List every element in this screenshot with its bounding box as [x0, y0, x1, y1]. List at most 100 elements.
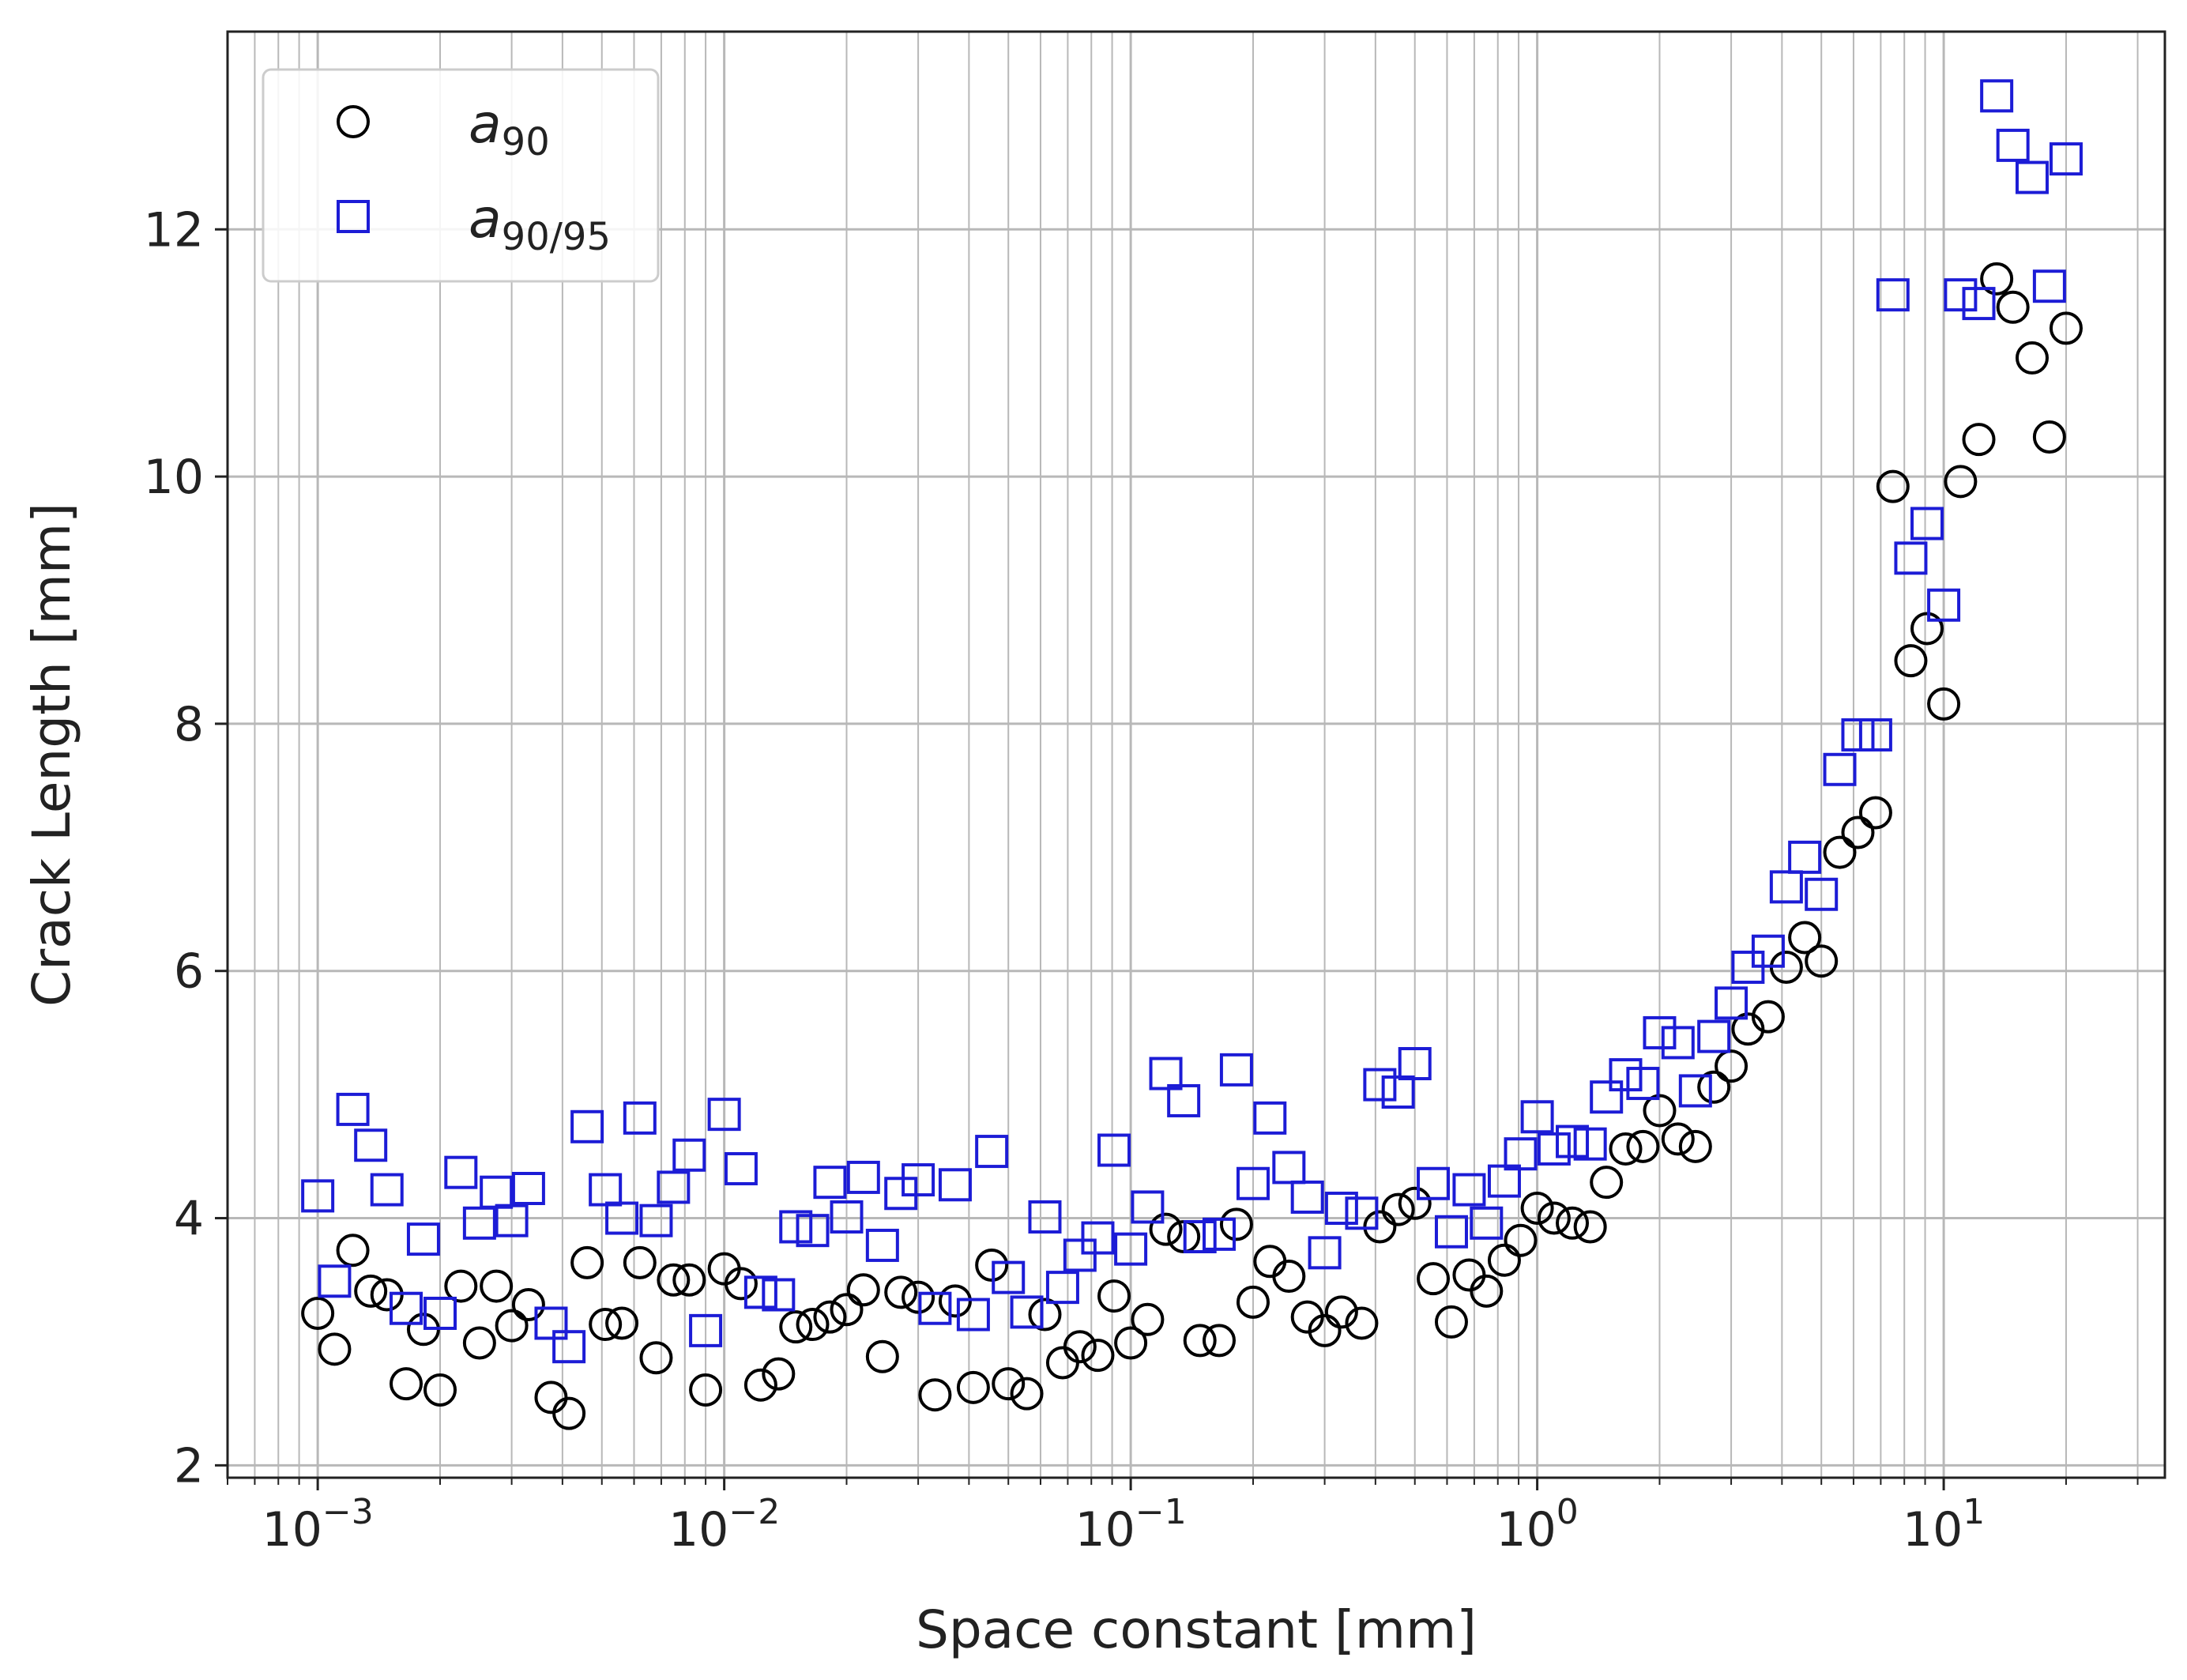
point-circle [318, 1332, 352, 1366]
point-circle [495, 1309, 529, 1343]
point-circle [2049, 311, 2083, 345]
point-square [1131, 1190, 1165, 1224]
point-square [1097, 1133, 1131, 1167]
point-square [318, 1264, 352, 1298]
y-tick-label: 8 [174, 697, 204, 752]
point-square [1381, 1075, 1415, 1109]
point-circle [1996, 290, 2030, 324]
point-circle [639, 1341, 673, 1375]
point-square [1769, 870, 1803, 904]
point-square [1236, 1166, 1270, 1200]
point-circle [462, 1326, 496, 1360]
point-square [1114, 1232, 1148, 1266]
point-circle [743, 1368, 777, 1402]
point-square [1308, 1236, 1342, 1270]
point-circle [689, 1373, 723, 1407]
point-circle [1028, 1298, 1062, 1332]
point-circle [779, 1310, 813, 1344]
point-square [370, 1173, 404, 1207]
point-square [846, 1160, 880, 1194]
point-square [390, 1291, 423, 1325]
point-square [830, 1200, 864, 1234]
point-square [1167, 1083, 1201, 1117]
point-square [495, 1203, 529, 1237]
point-circle [1556, 1206, 1590, 1240]
point-circle [1097, 1279, 1131, 1313]
point-circle [480, 1269, 514, 1303]
point-square [2049, 142, 2083, 176]
point-circle [1944, 465, 1978, 499]
point-square [865, 1228, 899, 1262]
point-circle [1962, 423, 1996, 457]
point-circle [552, 1396, 586, 1430]
point-square [1697, 1019, 1731, 1053]
x-tick-label: 10−3 [262, 1492, 374, 1558]
point-circle [1417, 1262, 1451, 1296]
point-square [918, 1291, 952, 1325]
point-square [1805, 877, 1839, 911]
point-circle [918, 1378, 952, 1412]
point-circle [1010, 1377, 1044, 1411]
point-circle [1520, 1192, 1554, 1226]
point-circle [1841, 816, 1875, 849]
point-square [672, 1138, 706, 1172]
point-square [1678, 1074, 1712, 1108]
point-square [1045, 1271, 1079, 1305]
point-circle [390, 1367, 423, 1401]
tick-labels: 2 4 6 8 10 12 10−3 10−2 10−1 100 101 [144, 202, 1986, 1558]
point-circle [956, 1370, 990, 1404]
point-square [1590, 1080, 1624, 1114]
x-tick-label: 101 [1903, 1492, 1985, 1558]
legend-label: a90 [469, 93, 550, 164]
point-square [657, 1170, 691, 1204]
y-tick-label: 10 [144, 450, 204, 505]
point-circle [1324, 1295, 1358, 1329]
point-circle [1219, 1207, 1253, 1241]
point-square [779, 1210, 813, 1244]
point-circle [902, 1280, 935, 1314]
point-circle [1715, 1049, 1748, 1083]
point-circle [511, 1288, 545, 1322]
point-square [1149, 1057, 1183, 1090]
point-circle [724, 1267, 758, 1301]
point-circle [570, 1245, 604, 1279]
point-circle [672, 1263, 706, 1297]
point-square [301, 1179, 335, 1213]
point-square [724, 1151, 758, 1185]
point-square [1858, 718, 1892, 751]
point-square [689, 1313, 723, 1347]
point-circle [605, 1306, 639, 1340]
point-square [1028, 1200, 1062, 1234]
y-axis-label: Crack Length [mm] [21, 503, 82, 1007]
data-points [301, 79, 2083, 1430]
point-square [1609, 1058, 1643, 1092]
point-square [1272, 1151, 1306, 1185]
y-tick-label: 6 [174, 944, 204, 1000]
point-circle [1504, 1223, 1538, 1257]
axis-ticks [215, 228, 2139, 1490]
point-circle [1626, 1129, 1660, 1163]
y-tick-label: 2 [174, 1438, 204, 1494]
point-square [1081, 1221, 1115, 1255]
point-square [552, 1330, 586, 1364]
point-circle [1470, 1274, 1504, 1308]
point-square [1962, 287, 1996, 321]
point-square [762, 1278, 796, 1312]
point-circle [1678, 1129, 1712, 1163]
point-square [639, 1203, 673, 1237]
point-square [1910, 507, 1944, 541]
point-square [605, 1201, 639, 1235]
point-square [1841, 718, 1875, 751]
point-circle [813, 1300, 847, 1334]
point-circle [865, 1339, 899, 1373]
point-square [2015, 160, 2049, 194]
point-circle [1823, 835, 1857, 869]
point-square [1823, 752, 1857, 786]
point-circle [301, 1296, 335, 1330]
x-tick-label: 10−2 [668, 1492, 780, 1558]
point-circle [1345, 1306, 1379, 1340]
point-circle [589, 1308, 623, 1342]
point-circle [762, 1357, 796, 1391]
point-square [1751, 934, 1785, 968]
